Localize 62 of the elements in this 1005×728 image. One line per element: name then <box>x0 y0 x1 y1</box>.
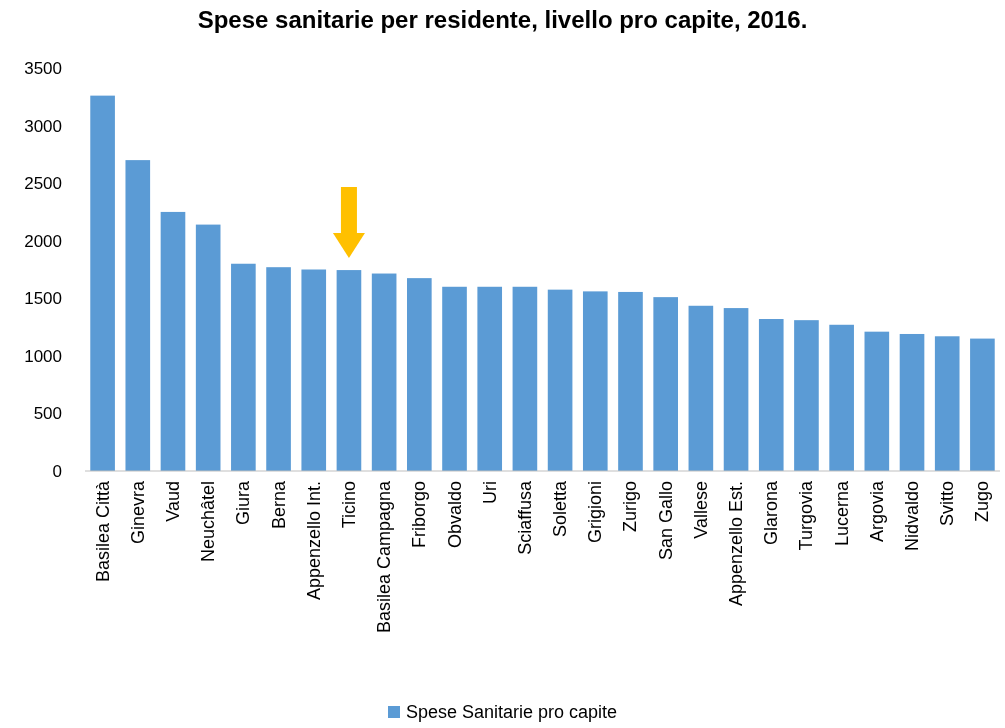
chart-title: Spese sanitarie per residente, livello pro capite, 2016. <box>197 6 808 33</box>
bar <box>336 270 362 471</box>
x-tick-label: Soletta <box>550 480 571 538</box>
y-tick-label: 1500 <box>24 289 62 309</box>
x-tick-label: Zugo <box>972 481 993 523</box>
x-tick-label: Ginevra <box>127 480 148 545</box>
y-tick-label: 1000 <box>24 346 62 366</box>
y-tick-label: 500 <box>33 404 62 424</box>
x-tick-label: Basilea Città <box>92 480 113 583</box>
bar <box>407 278 432 471</box>
bar <box>688 305 714 471</box>
bar <box>653 297 678 471</box>
bar <box>160 211 186 471</box>
bar <box>864 331 890 471</box>
x-tick-label: Ticino <box>338 481 359 529</box>
x-tick-label: Nidvaldo <box>902 481 923 552</box>
x-tick-label: Grigioni <box>585 481 606 544</box>
x-tick-label: Appenzello Est. <box>726 481 747 607</box>
bar <box>266 267 291 471</box>
legend-label: Spese Sanitarie pro capite <box>406 702 618 722</box>
bar <box>547 289 573 471</box>
bar <box>934 336 960 471</box>
bar <box>970 338 995 471</box>
x-tick-label: Sciaffusa <box>514 480 535 555</box>
x-tick-label: Giura <box>233 480 254 526</box>
x-tick-label: Appenzello Int. <box>303 481 324 601</box>
bar <box>794 320 819 471</box>
x-tick-label: Uri <box>479 481 500 504</box>
x-tick-label: Glarona <box>761 480 782 546</box>
bar <box>899 333 925 471</box>
bar <box>618 291 643 471</box>
y-tick-label: 3500 <box>24 58 62 78</box>
bar <box>829 324 854 471</box>
x-tick-label: Obvaldo <box>444 481 465 549</box>
bar <box>758 319 784 471</box>
bar <box>90 95 115 471</box>
bar <box>231 263 256 471</box>
bar <box>125 160 151 471</box>
x-tick-label: Basilea Campagna <box>374 480 395 634</box>
y-tick-label: 0 <box>52 461 62 481</box>
bar <box>301 269 327 471</box>
y-tick-label: 2000 <box>24 231 62 251</box>
x-tick-label: Vallese <box>690 481 711 539</box>
x-tick-label: Neuchâtel <box>198 481 219 563</box>
bar <box>512 286 538 471</box>
y-tick-label: 2500 <box>24 174 62 194</box>
x-tick-label: Lucerna <box>831 480 852 547</box>
bar <box>442 286 467 471</box>
bar <box>723 308 749 471</box>
x-tick-label: Berna <box>268 480 289 530</box>
x-tick-label: Vaud <box>162 481 183 522</box>
x-tick-label: Friborgo <box>409 481 430 549</box>
x-tick-label: Turgovia <box>796 480 817 551</box>
bar <box>195 224 221 471</box>
x-tick-label: San Gallo <box>655 481 676 561</box>
x-tick-label: Argovia <box>866 480 887 543</box>
x-tick-label: Zurigo <box>620 481 641 533</box>
bar <box>582 291 608 471</box>
y-tick-label: 3000 <box>24 116 62 136</box>
x-tick-label: Svitto <box>937 481 958 527</box>
bar <box>477 286 503 471</box>
bar <box>371 273 397 471</box>
